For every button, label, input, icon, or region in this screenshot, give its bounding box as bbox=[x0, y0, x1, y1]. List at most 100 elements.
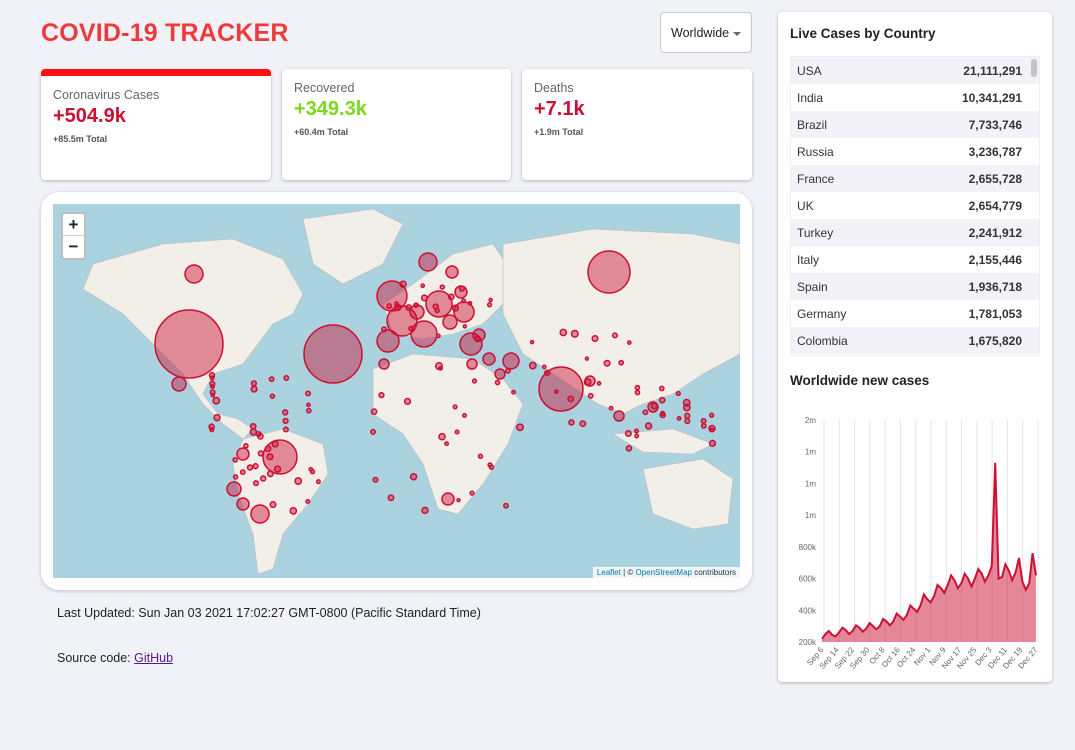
case-dot[interactable] bbox=[421, 506, 429, 515]
case-dot[interactable] bbox=[305, 390, 312, 397]
case-dot[interactable] bbox=[315, 479, 321, 485]
live-cases-table[interactable]: USA 21,111,291 India 10,341,291 Brazil 7,733,… bbox=[790, 56, 1040, 356]
case-bubble[interactable] bbox=[482, 352, 496, 366]
case-dot[interactable] bbox=[403, 397, 412, 406]
case-dot[interactable] bbox=[271, 440, 279, 448]
case-bubble[interactable] bbox=[154, 309, 224, 379]
case-bubble[interactable] bbox=[647, 401, 659, 413]
case-bubble[interactable] bbox=[459, 332, 483, 356]
case-bubble[interactable] bbox=[409, 304, 425, 320]
case-dot[interactable] bbox=[454, 429, 460, 435]
case-dot[interactable] bbox=[682, 403, 691, 412]
case-dot[interactable] bbox=[264, 445, 272, 453]
case-dot[interactable] bbox=[405, 304, 413, 312]
case-bubble[interactable] bbox=[502, 352, 520, 370]
case-dot[interactable] bbox=[210, 392, 216, 398]
case-dot[interactable] bbox=[608, 405, 614, 411]
case-dot[interactable] bbox=[477, 453, 484, 460]
case-bubble[interactable] bbox=[494, 368, 506, 380]
zoom-out-button[interactable]: − bbox=[68, 237, 79, 256]
case-dot[interactable] bbox=[269, 501, 277, 509]
case-dot[interactable] bbox=[675, 390, 681, 397]
table-scrollbar[interactable] bbox=[1031, 59, 1037, 77]
case-dot[interactable] bbox=[252, 463, 259, 470]
case-dot[interactable] bbox=[257, 450, 264, 457]
case-dot[interactable] bbox=[644, 422, 653, 430]
case-dot[interactable] bbox=[269, 393, 276, 399]
case-dot[interactable] bbox=[541, 364, 547, 370]
case-bubble[interactable] bbox=[262, 439, 298, 475]
case-dot[interactable] bbox=[283, 375, 290, 381]
case-bubble[interactable] bbox=[613, 410, 625, 422]
case-dot[interactable] bbox=[246, 464, 254, 471]
case-bubble[interactable] bbox=[226, 481, 242, 497]
case-bubble[interactable] bbox=[250, 504, 270, 524]
case-dot[interactable] bbox=[239, 469, 246, 476]
case-dot[interactable] bbox=[634, 389, 641, 396]
case-dot[interactable] bbox=[282, 426, 289, 433]
case-dot[interactable] bbox=[642, 409, 649, 416]
case-dot[interactable] bbox=[567, 395, 575, 403]
case-dot[interactable] bbox=[659, 411, 666, 419]
case-dot[interactable] bbox=[369, 428, 377, 435]
case-dot[interactable] bbox=[505, 367, 511, 374]
case-dot[interactable] bbox=[372, 476, 379, 483]
case-dot[interactable] bbox=[308, 466, 314, 472]
case-bubble[interactable] bbox=[236, 447, 250, 461]
case-dot[interactable] bbox=[444, 441, 450, 447]
zoom-in-button[interactable]: + bbox=[63, 214, 84, 236]
case-dot[interactable] bbox=[618, 359, 625, 366]
case-dot[interactable] bbox=[210, 384, 215, 390]
case-dot[interactable] bbox=[399, 280, 407, 288]
case-dot[interactable] bbox=[700, 422, 707, 429]
case-dot[interactable] bbox=[243, 442, 249, 449]
case-dot[interactable] bbox=[259, 475, 267, 482]
case-dot[interactable] bbox=[370, 408, 378, 415]
case-dot[interactable] bbox=[709, 427, 715, 433]
case-dot[interactable] bbox=[658, 396, 666, 404]
case-bubble[interactable] bbox=[378, 358, 390, 370]
case-dot[interactable] bbox=[494, 379, 501, 386]
case-dot[interactable] bbox=[559, 328, 568, 337]
case-dot[interactable] bbox=[268, 376, 275, 383]
case-dot[interactable] bbox=[684, 417, 691, 425]
osm-link[interactable]: OpenStreetMap bbox=[635, 568, 692, 577]
case-bubble[interactable] bbox=[376, 280, 408, 312]
case-dot[interactable] bbox=[447, 293, 455, 301]
case-dot[interactable] bbox=[289, 507, 298, 515]
case-dot[interactable] bbox=[408, 325, 414, 332]
case-dot[interactable] bbox=[633, 428, 640, 434]
case-dot[interactable] bbox=[305, 407, 312, 414]
case-dot[interactable] bbox=[252, 480, 260, 487]
case-dot[interactable] bbox=[394, 301, 399, 307]
case-dot[interactable] bbox=[554, 389, 559, 395]
case-bubble[interactable] bbox=[445, 265, 459, 279]
case-dot[interactable] bbox=[409, 472, 418, 481]
case-dot[interactable] bbox=[587, 392, 594, 399]
case-dot[interactable] bbox=[420, 294, 428, 302]
case-dot[interactable] bbox=[266, 453, 274, 461]
case-dot[interactable] bbox=[516, 423, 524, 432]
case-dot[interactable] bbox=[529, 339, 535, 345]
case-dot[interactable] bbox=[625, 445, 633, 452]
case-dot[interactable] bbox=[306, 402, 311, 408]
country-select[interactable]: Worldwide bbox=[660, 12, 752, 53]
case-dot[interactable] bbox=[378, 391, 385, 399]
case-dot[interactable] bbox=[634, 433, 640, 439]
case-dot[interactable] bbox=[266, 470, 274, 478]
case-dot[interactable] bbox=[511, 389, 516, 395]
case-dot[interactable] bbox=[420, 283, 426, 289]
case-bubble[interactable] bbox=[441, 492, 455, 506]
case-dot[interactable] bbox=[700, 417, 707, 425]
case-dot[interactable] bbox=[469, 490, 475, 496]
case-dot[interactable] bbox=[232, 457, 239, 463]
case-dot[interactable] bbox=[488, 297, 493, 303]
case-dot[interactable] bbox=[471, 378, 478, 384]
case-dot[interactable] bbox=[438, 432, 446, 441]
case-bubble[interactable] bbox=[442, 314, 458, 330]
case-dot[interactable] bbox=[209, 426, 215, 433]
case-dot[interactable] bbox=[255, 430, 262, 438]
case-dot[interactable] bbox=[650, 402, 659, 410]
github-link[interactable]: GitHub bbox=[134, 651, 174, 665]
case-dot[interactable] bbox=[584, 356, 590, 361]
